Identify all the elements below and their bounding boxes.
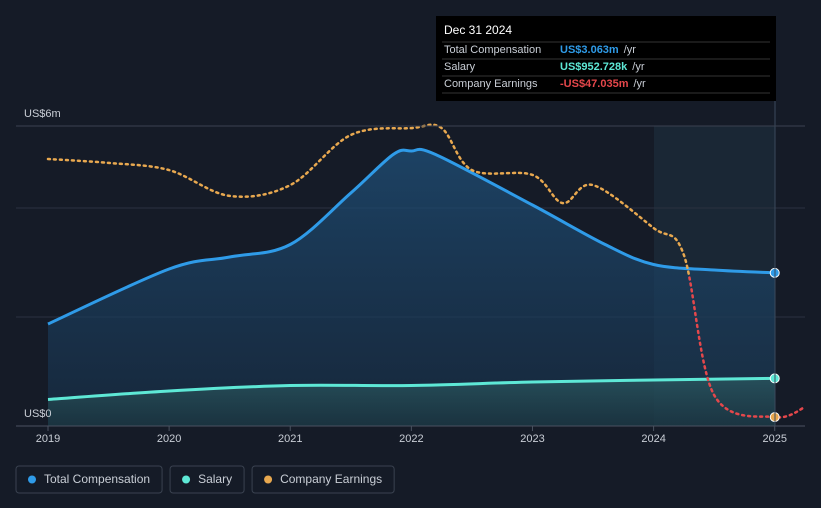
legend: Total Compensation Salary Company Earnings: [15, 465, 395, 494]
tooltip-value: US$3.063m: [560, 44, 619, 56]
tooltip-unit: /yr: [632, 61, 645, 73]
line: [47, 376, 775, 401]
line: [46, 123, 807, 419]
x-tick-label: 2021: [278, 433, 302, 445]
x-tick-label: 2019: [36, 433, 60, 445]
x-tick-label: 2025: [762, 433, 786, 445]
area: [48, 378, 775, 426]
tooltip-label: Total Compensation: [444, 44, 541, 56]
x-tick-label: 2024: [641, 433, 665, 445]
legend-box: [251, 465, 395, 494]
tooltip-value: -US$47.035m: [560, 78, 629, 90]
tooltip: Dec 31 2024 Total Compensation US$3.063m /…: [436, 16, 776, 101]
tooltip-unit: /yr: [624, 44, 637, 56]
legend-swatch: [28, 475, 36, 484]
y-tick-label: US$6m: [24, 108, 61, 120]
legend-box: [169, 465, 245, 494]
legend-label: Company Earnings: [280, 472, 382, 486]
tooltip-unit: /yr: [634, 78, 647, 90]
x-tick-label: 2023: [520, 433, 544, 445]
area: [48, 149, 775, 426]
y-tick-label: US$0: [24, 408, 52, 420]
x-tick-label: 2022: [399, 433, 423, 445]
legend-item[interactable]: Company Earnings: [251, 465, 395, 494]
legend-swatch: [182, 475, 191, 484]
tooltip-label: Company Earnings: [444, 78, 538, 90]
legend-item[interactable]: Total Compensation: [15, 465, 163, 494]
plot: [46, 123, 807, 426]
legend-swatch: [264, 475, 273, 484]
tooltip-value: US$952.728k: [560, 61, 628, 73]
legend-item[interactable]: Salary: [169, 465, 245, 494]
legend-label: Total Compensation: [44, 472, 150, 486]
x-tick-label: 2020: [157, 433, 181, 445]
tooltip-date: Dec 31 2024: [444, 23, 512, 37]
legend-label: Salary: [198, 472, 232, 486]
legend-box: [15, 465, 163, 494]
line: [47, 147, 775, 326]
tooltip-label: Salary: [444, 61, 476, 73]
